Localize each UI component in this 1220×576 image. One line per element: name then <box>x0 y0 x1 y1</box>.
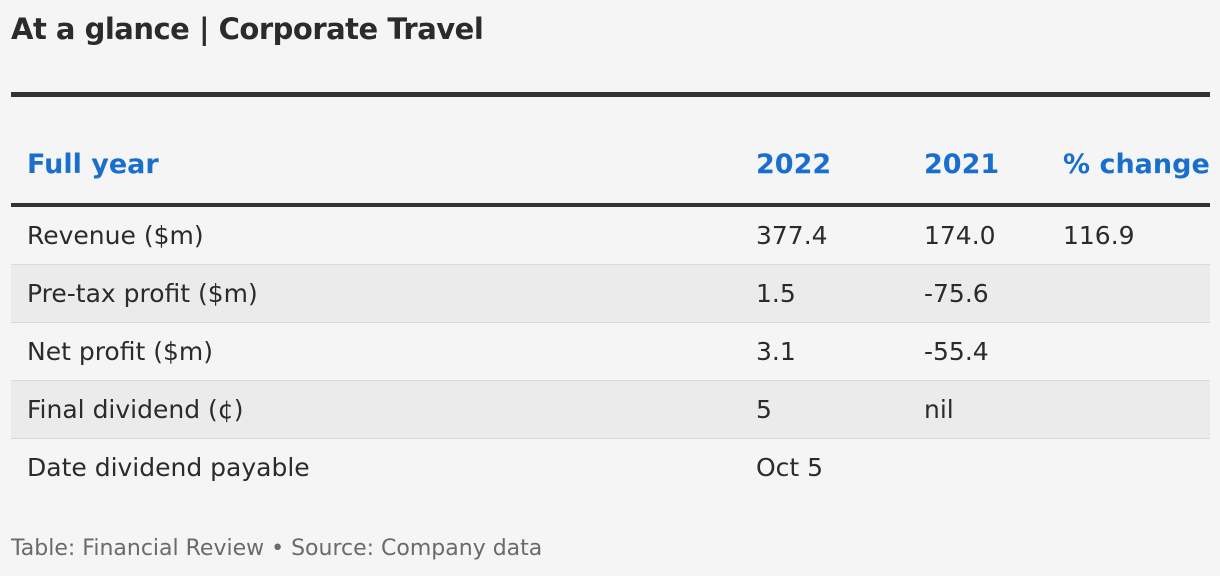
cell-2022: 377.4 <box>756 221 828 250</box>
cell-2022: 3.1 <box>756 337 796 366</box>
row-label: Date dividend payable <box>27 453 310 482</box>
cell-2021: 174.0 <box>924 221 996 250</box>
cell-change <box>1047 323 1210 381</box>
cell-change <box>1047 439 1210 497</box>
cell-2021: nil <box>924 395 954 424</box>
cell-2022: Oct 5 <box>756 453 824 482</box>
table-row: Final dividend (¢) 5 nil <box>11 380 1210 439</box>
cell-2022: 5 <box>756 395 772 424</box>
cell-change <box>1047 265 1210 323</box>
row-label: Net profit ($m) <box>27 337 213 366</box>
table-row: Pre-tax profit ($m) 1.5 -75.6 <box>11 264 1210 323</box>
table-row: Revenue ($m) 377.4 174.0 116.9 <box>11 205 1210 265</box>
table-row: Net profit ($m) 3.1 -55.4 <box>11 323 1210 381</box>
column-header-label: Full year <box>27 149 159 180</box>
data-table-container: Full year 2022 2021 % change Revenue ($m… <box>11 92 1210 496</box>
row-label: Final dividend (¢) <box>27 395 244 424</box>
cell-change <box>1047 381 1210 439</box>
cell-2021: -75.6 <box>924 279 989 308</box>
cell-2021: -55.4 <box>924 337 989 366</box>
table-row: Date dividend payable Oct 5 <box>11 439 1210 497</box>
header-row: Full year 2022 2021 % change <box>11 97 1210 205</box>
cell-2021 <box>908 439 1047 497</box>
cell-2022: 1.5 <box>756 279 796 308</box>
column-header-2021: 2021 <box>924 149 1000 180</box>
chart-title: At a glance | Corporate Travel <box>11 12 484 46</box>
column-header-2022: 2022 <box>756 149 832 180</box>
top-rule <box>11 92 1210 97</box>
row-label: Revenue ($m) <box>27 221 204 250</box>
cell-change: 116.9 <box>1063 221 1135 250</box>
row-label: Pre-tax profit ($m) <box>27 279 258 308</box>
column-header-change: % change <box>1063 149 1210 180</box>
source-footer: Table: Financial Review • Source: Compan… <box>11 536 543 561</box>
data-table: Full year 2022 2021 % change Revenue ($m… <box>11 97 1210 496</box>
